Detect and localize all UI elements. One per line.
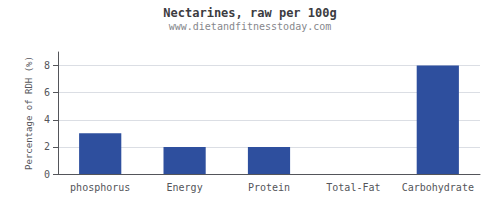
svg-text:2: 2 bbox=[44, 141, 50, 152]
svg-text:0: 0 bbox=[44, 169, 50, 180]
svg-text:6: 6 bbox=[44, 87, 50, 98]
svg-text:4: 4 bbox=[44, 114, 50, 125]
svg-text:Percentage of RDH (%): Percentage of RDH (%) bbox=[24, 56, 34, 170]
svg-text:Nectarines, raw per 100g: Nectarines, raw per 100g bbox=[163, 6, 336, 20]
svg-text:Total-Fat: Total-Fat bbox=[326, 182, 380, 193]
svg-text:phosphorus: phosphorus bbox=[70, 182, 130, 193]
svg-text:Protein: Protein bbox=[248, 182, 290, 193]
svg-text:8: 8 bbox=[44, 60, 50, 71]
svg-text:Energy: Energy bbox=[167, 182, 203, 193]
svg-text:www.dietandfitnesstoday.com: www.dietandfitnesstoday.com bbox=[169, 21, 332, 32]
svg-text:Carbohydrate: Carbohydrate bbox=[402, 182, 474, 193]
